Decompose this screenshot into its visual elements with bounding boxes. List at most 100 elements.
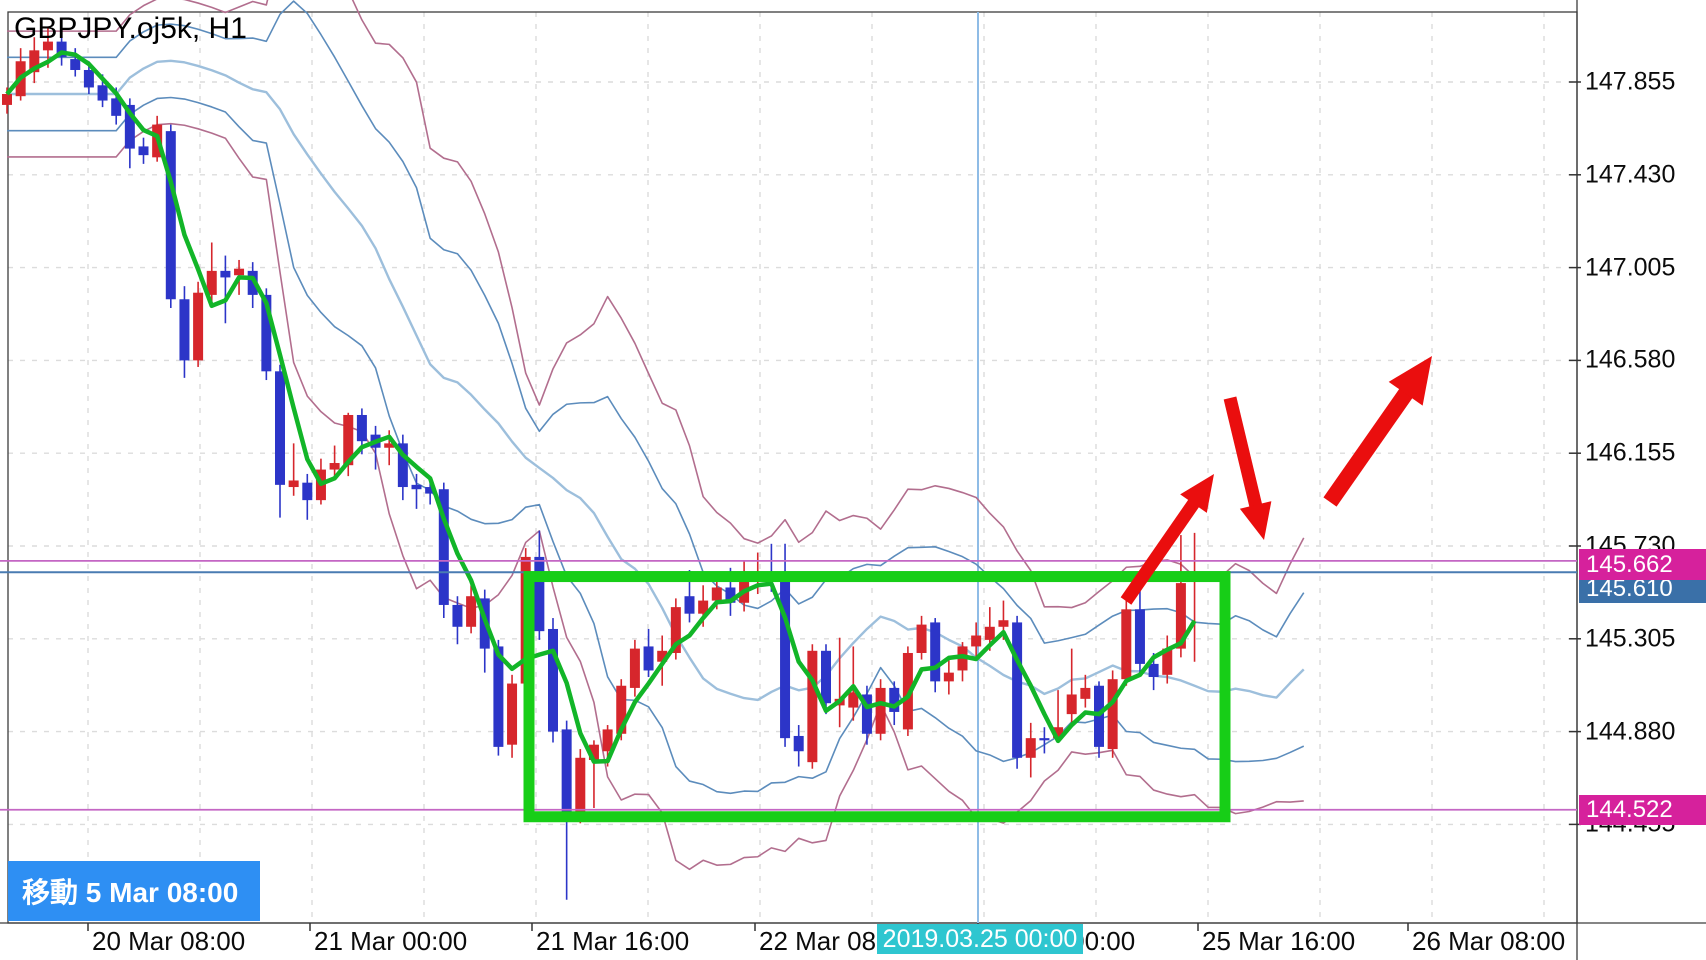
candle: [56, 32, 67, 66]
bear-candle-body: [411, 484, 422, 490]
candle: [1189, 532, 1200, 662]
crosshair-date-badge: 2019.03.25 00:00: [877, 924, 1083, 954]
bear-candle-body: [111, 98, 122, 116]
candle: [1134, 585, 1145, 673]
bull-candle-body: [343, 414, 354, 466]
bull-candle-body: [984, 626, 995, 640]
bull-candle-body: [2, 94, 12, 105]
candle: [629, 639, 640, 697]
move-to-date-button[interactable]: 移動 5 Mar 08:00: [8, 861, 260, 921]
bear-candle-body: [930, 622, 941, 682]
bear-candle-body: [438, 489, 449, 605]
arrow-shaft: [1120, 492, 1204, 605]
candle: [193, 281, 204, 367]
bull-candle-body: [698, 600, 709, 614]
time-tick-label: 20 Mar 08:00: [92, 926, 246, 956]
candle: [343, 412, 354, 477]
price-tick-label: 145.305: [1585, 624, 1676, 653]
candle: [739, 561, 750, 612]
bull-candle-body: [384, 443, 395, 448]
candle: [507, 674, 518, 758]
hline-lower-price-badge: 144.522: [1579, 795, 1706, 825]
bear-candle-body: [1012, 622, 1023, 758]
arrow-head: [1388, 356, 1432, 406]
bull-candle-body: [1066, 694, 1077, 715]
trend-arrow-1[interactable]: [1120, 474, 1214, 605]
candle: [466, 585, 477, 634]
trend-arrow-2[interactable]: [1223, 396, 1272, 540]
candle: [875, 679, 886, 741]
bull-candle-body: [670, 607, 681, 653]
candle: [165, 124, 176, 308]
candle: [548, 618, 558, 743]
candle: [411, 473, 422, 509]
bull-candle-body: [602, 729, 613, 752]
bear-candle-body: [165, 131, 176, 300]
bear-candle-body: [861, 694, 872, 734]
bull-candle-body: [29, 50, 40, 73]
candle: [288, 443, 299, 496]
bear-candle-body: [534, 556, 545, 632]
bear-candle-body: [261, 294, 272, 372]
candle: [670, 598, 681, 660]
bear-candle-body: [247, 270, 258, 295]
bull-candle-body: [1053, 727, 1064, 739]
bull-candle-body: [1025, 738, 1036, 758]
candle: [179, 286, 190, 378]
candle: [220, 255, 231, 324]
candle: [1053, 690, 1064, 743]
arrow-head: [1239, 501, 1272, 540]
bear-candle-body: [302, 482, 313, 501]
candle: [834, 637, 845, 728]
candle: [452, 596, 463, 645]
candle: [848, 646, 859, 721]
bear-candle-body: [493, 646, 504, 747]
candle: [588, 740, 599, 809]
lower-blue-band-line: [7, 96, 1305, 795]
candle: [1039, 727, 1050, 754]
lower-maroon-band-line: [7, 122, 1304, 871]
price-tick-label: 146.155: [1585, 438, 1676, 467]
price-tick-label: 144.880: [1585, 717, 1676, 746]
bear-candle-body: [452, 604, 463, 627]
bull-candle-body: [711, 587, 722, 601]
bear-candle-body: [179, 299, 190, 361]
candle: [971, 622, 982, 658]
candle: [247, 262, 258, 308]
bear-candle-body: [889, 687, 900, 712]
trend-arrow-3[interactable]: [1323, 356, 1432, 507]
arrow-shaft: [1223, 396, 1265, 516]
bull-candle-body: [234, 268, 245, 276]
bear-candle-body: [780, 576, 791, 739]
arrow-head: [1180, 474, 1214, 513]
candle: [793, 725, 804, 767]
bull-candle-body: [807, 650, 818, 763]
candle: [916, 615, 927, 660]
bull-candle-body: [507, 683, 518, 745]
candle: [138, 137, 149, 164]
bear-candle-body: [425, 487, 436, 494]
candle: [1107, 670, 1118, 758]
candle: [275, 364, 285, 518]
bear-candle-body: [275, 371, 285, 485]
hline-upper-price-badge: 145.662: [1579, 549, 1706, 580]
candle: [29, 37, 40, 84]
bull-candle-body: [588, 744, 599, 760]
candle: [493, 639, 504, 756]
arrow-shaft: [1323, 379, 1419, 507]
time-tick-label: 25 Mar 16:00: [1202, 926, 1356, 956]
gridlines: [8, 12, 1577, 923]
upper-blue-band-line: [7, 0, 1305, 644]
bear-candle-body: [70, 59, 81, 70]
bull-candle-body: [329, 463, 340, 470]
moving-average-line: [5, 50, 1197, 764]
bear-candle-body: [1148, 663, 1159, 678]
candles-series: [2, 28, 1200, 900]
plot-frame: [7, 11, 1578, 924]
bear-candle-body: [83, 69, 94, 88]
bull-candle-body: [466, 596, 477, 627]
symbol-title: GBPJPY.oj5k, H1: [14, 12, 247, 45]
candle: [370, 425, 381, 470]
range-box-annotation[interactable]: [523, 571, 1231, 823]
